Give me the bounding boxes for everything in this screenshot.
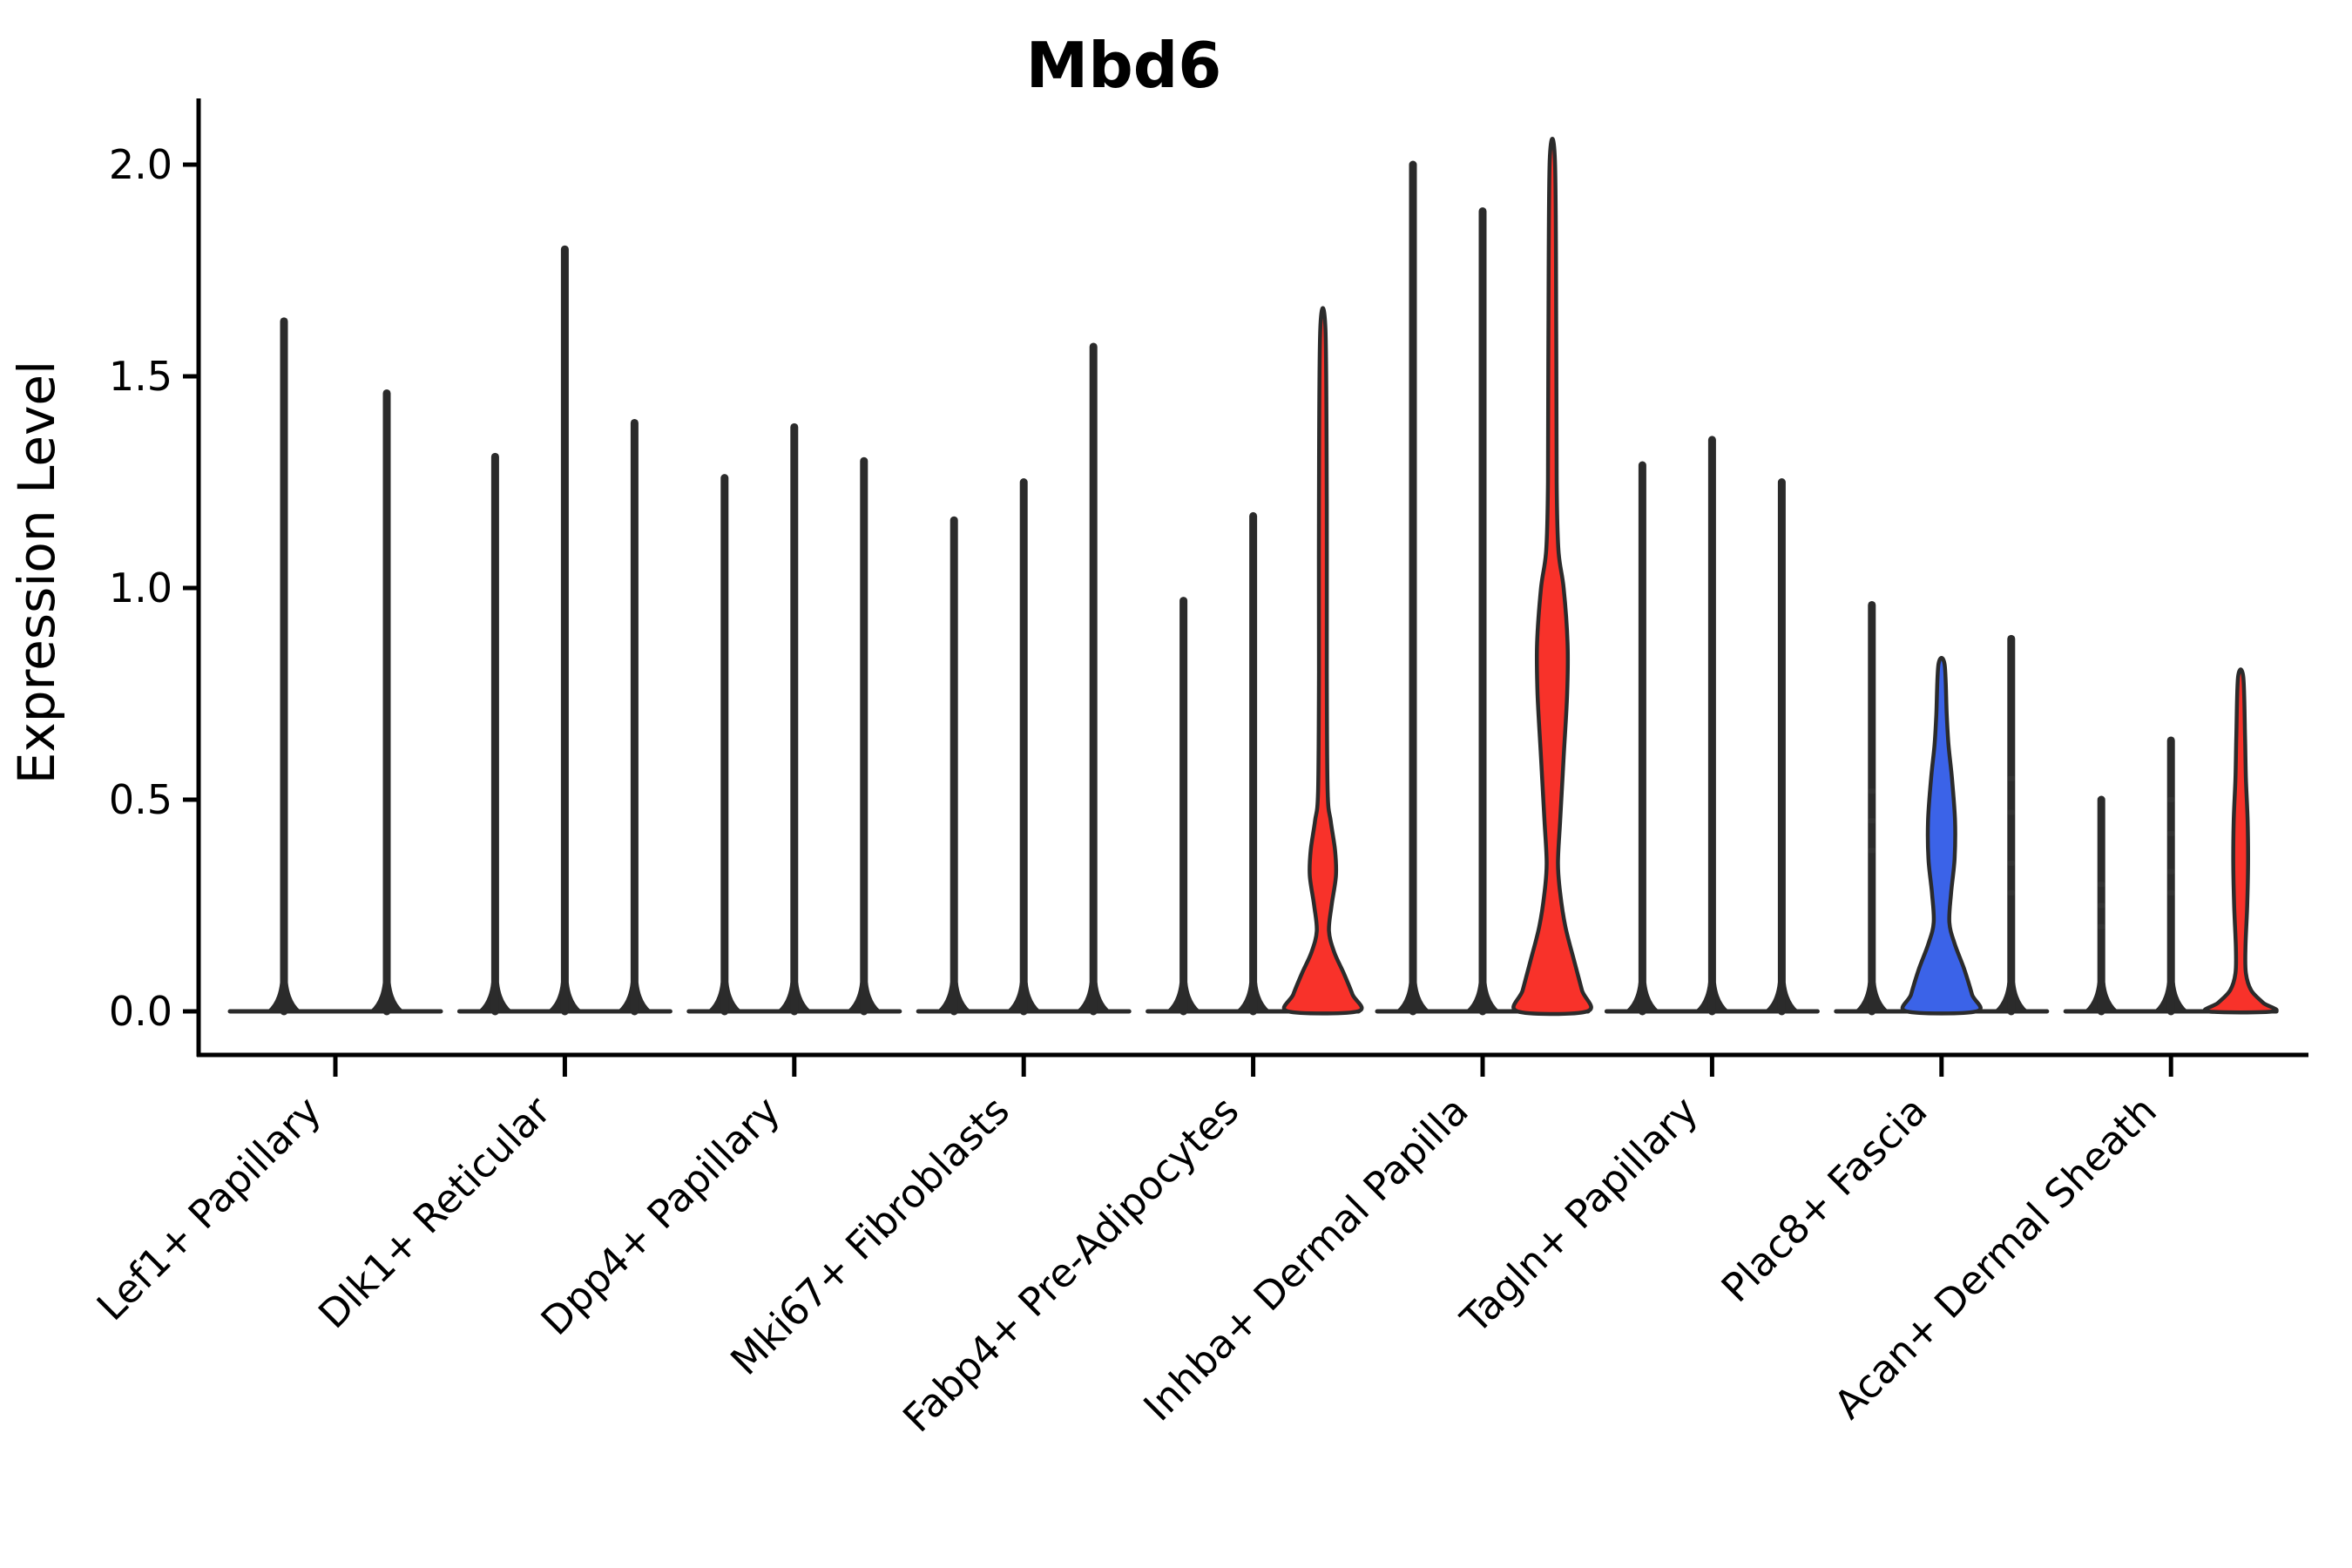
violin-red	[1281, 306, 1364, 1016]
x-tick-label: Dlk1+ Reticular	[309, 1087, 559, 1337]
x-tick-label: Plac8+ Fascia	[1713, 1087, 1936, 1311]
y-axis-ticks: 0.0 0.5 1.0 1.5 2.0	[109, 141, 199, 1035]
expression-dot-mark	[2098, 923, 2105, 929]
expression-dot-mark	[1868, 848, 1876, 854]
violin-red	[2202, 667, 2279, 1015]
expression-dot-mark	[2167, 797, 2175, 802]
expression-dot-mark	[2007, 889, 2015, 896]
violin-blue	[1900, 655, 1983, 1016]
y-tick-label: 2.0	[109, 141, 172, 188]
expression-dot-mark	[2007, 809, 2015, 815]
expression-dot-mark	[2007, 860, 2015, 866]
expression-dot-mark	[1868, 788, 1876, 794]
expression-dot-mark	[2167, 830, 2175, 836]
x-tick-label: Tagln+ Papillary	[1451, 1087, 1707, 1342]
violins-layer	[227, 137, 2279, 1017]
y-tick-label: 0.5	[109, 776, 172, 823]
y-axis-label: Expression Level	[7, 361, 66, 784]
chart-title: Mbd6	[1026, 29, 1222, 102]
expression-dot-mark	[2098, 882, 2105, 888]
expression-dot-mark	[2167, 889, 2175, 896]
expression-dot-mark	[2007, 775, 2015, 781]
y-tick-label: 0.0	[109, 988, 172, 1035]
x-tick-label: Dpp4+ Papillary	[532, 1087, 789, 1344]
expression-dot-mark	[2098, 902, 2105, 909]
expression-dot-mark	[2167, 868, 2175, 875]
expression-dot-mark	[1868, 818, 1876, 824]
y-tick-label: 1.0	[109, 564, 172, 612]
x-tick-label: Lef1+ Papillary	[88, 1087, 330, 1329]
y-tick-label: 1.5	[109, 353, 172, 400]
violin-red	[1511, 137, 1593, 1017]
